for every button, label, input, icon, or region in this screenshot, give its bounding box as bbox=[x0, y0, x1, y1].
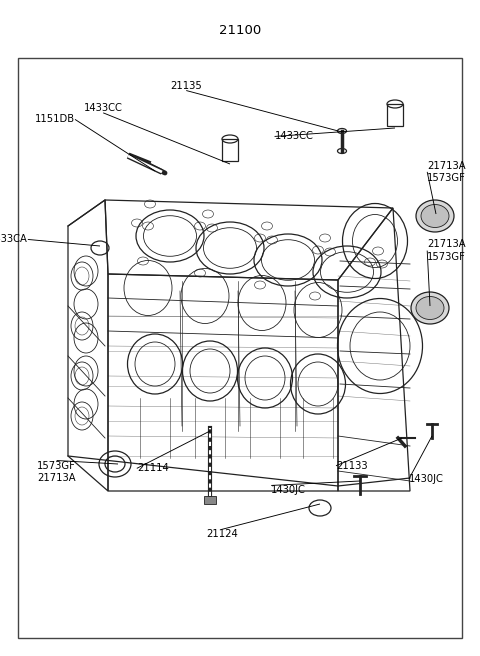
Text: 21100: 21100 bbox=[219, 24, 261, 37]
Bar bbox=[222, 139, 238, 161]
Ellipse shape bbox=[416, 297, 444, 319]
Text: 21124: 21124 bbox=[206, 529, 238, 539]
Ellipse shape bbox=[416, 200, 454, 232]
Text: 21713A
1573GF: 21713A 1573GF bbox=[427, 161, 466, 183]
Text: 1433CA: 1433CA bbox=[0, 234, 28, 245]
Text: 1430JC: 1430JC bbox=[271, 485, 306, 495]
Ellipse shape bbox=[411, 292, 449, 324]
Text: 21114: 21114 bbox=[137, 463, 168, 474]
Text: 21713A
1573GF: 21713A 1573GF bbox=[427, 239, 466, 262]
Text: 21135: 21135 bbox=[170, 81, 202, 91]
Text: 1433CC: 1433CC bbox=[84, 103, 122, 113]
Text: 21133: 21133 bbox=[336, 461, 368, 471]
Text: 1430JC: 1430JC bbox=[409, 474, 444, 484]
Text: 1433CC: 1433CC bbox=[275, 131, 313, 142]
Ellipse shape bbox=[421, 205, 449, 228]
Text: 1151DB: 1151DB bbox=[35, 114, 75, 125]
Bar bbox=[18, 58, 462, 638]
Text: 1573GF
21713A: 1573GF 21713A bbox=[37, 461, 76, 483]
Bar bbox=[204, 496, 216, 504]
Bar bbox=[387, 104, 403, 126]
